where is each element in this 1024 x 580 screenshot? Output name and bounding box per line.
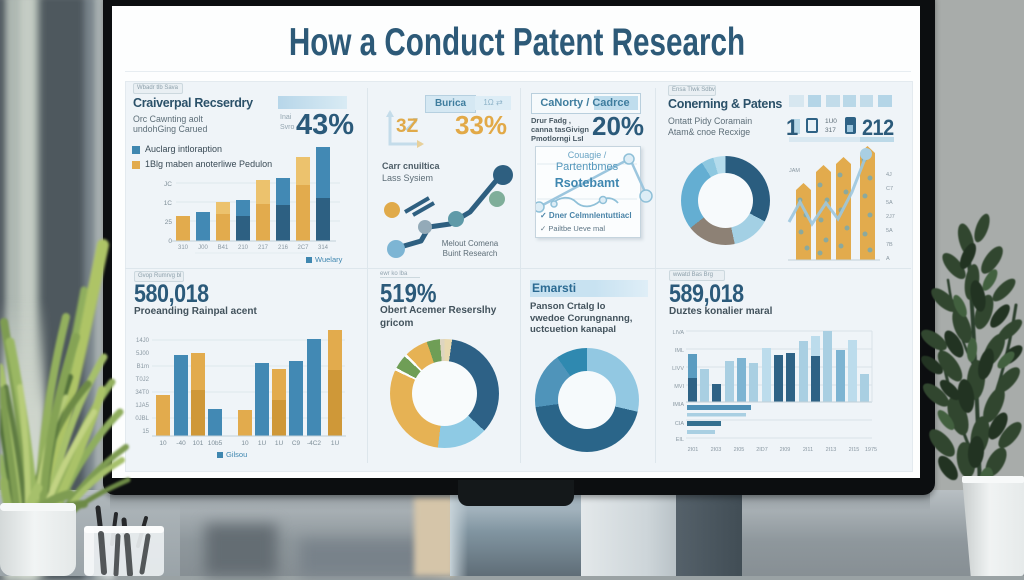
svg-text:1U: 1U [258, 440, 267, 447]
svg-text:216: 216 [278, 245, 289, 251]
svg-text:2I13: 2I13 [826, 447, 837, 453]
svg-text:10: 10 [241, 440, 249, 447]
svg-text:C7: C7 [886, 186, 893, 192]
svg-text:C9: C9 [292, 440, 301, 447]
svg-text:IML: IML [675, 348, 684, 354]
svg-text:2I09: 2I09 [780, 447, 791, 453]
svg-text:2I15: 2I15 [849, 447, 860, 453]
svg-text:JC: JC [164, 181, 172, 188]
svg-text:1JA5: 1JA5 [135, 403, 149, 409]
svg-text:B41: B41 [218, 245, 229, 251]
svg-text:1975: 1975 [865, 447, 877, 453]
svg-text:MVI: MVI [674, 384, 684, 390]
svg-text:-40: -40 [176, 440, 186, 447]
svg-text:2C7: 2C7 [297, 245, 309, 251]
svg-text:1U: 1U [275, 440, 284, 447]
svg-text:-4C2: -4C2 [307, 440, 321, 447]
svg-text:1C: 1C [164, 200, 173, 207]
svg-text:1U: 1U [331, 440, 340, 447]
svg-text:2J7: 2J7 [886, 214, 895, 220]
svg-text:217: 217 [258, 245, 269, 251]
svg-text:210: 210 [238, 245, 249, 251]
svg-text:2I01: 2I01 [688, 447, 699, 453]
svg-text:10b5: 10b5 [208, 440, 223, 447]
svg-text:14J0: 14J0 [136, 338, 150, 344]
svg-text:101: 101 [193, 440, 204, 447]
svg-text:310: 310 [178, 245, 189, 251]
svg-text:5A: 5A [886, 228, 893, 234]
svg-text:T0J2: T0J2 [136, 377, 150, 383]
svg-text:CIA: CIA [675, 421, 685, 427]
svg-text:5J00: 5J00 [136, 351, 150, 357]
svg-text:B1m: B1m [137, 364, 149, 370]
svg-text:7B: 7B [886, 242, 893, 248]
svg-text:25: 25 [165, 219, 173, 226]
svg-text:JAM: JAM [789, 168, 800, 174]
svg-text:2I03: 2I03 [711, 447, 722, 453]
svg-text:LIVV: LIVV [672, 366, 684, 372]
svg-text:IMIA: IMIA [673, 402, 685, 408]
svg-text:10: 10 [159, 440, 167, 447]
svg-text:5A: 5A [886, 200, 893, 206]
svg-text:A: A [886, 256, 890, 262]
svg-text:LIVA: LIVA [672, 330, 684, 336]
svg-text:314: 314 [318, 245, 329, 251]
svg-text:2I11: 2I11 [803, 447, 813, 453]
svg-text:EIL: EIL [676, 437, 684, 443]
svg-text:15: 15 [142, 429, 149, 435]
svg-text:2ID7: 2ID7 [756, 447, 768, 453]
svg-text:2I05: 2I05 [734, 447, 745, 453]
svg-text:34T0: 34T0 [135, 390, 149, 396]
svg-text:J00: J00 [198, 245, 208, 251]
svg-text:0: 0 [168, 238, 172, 245]
svg-text:4J: 4J [886, 172, 892, 178]
svg-text:0JBL: 0JBL [135, 416, 149, 422]
